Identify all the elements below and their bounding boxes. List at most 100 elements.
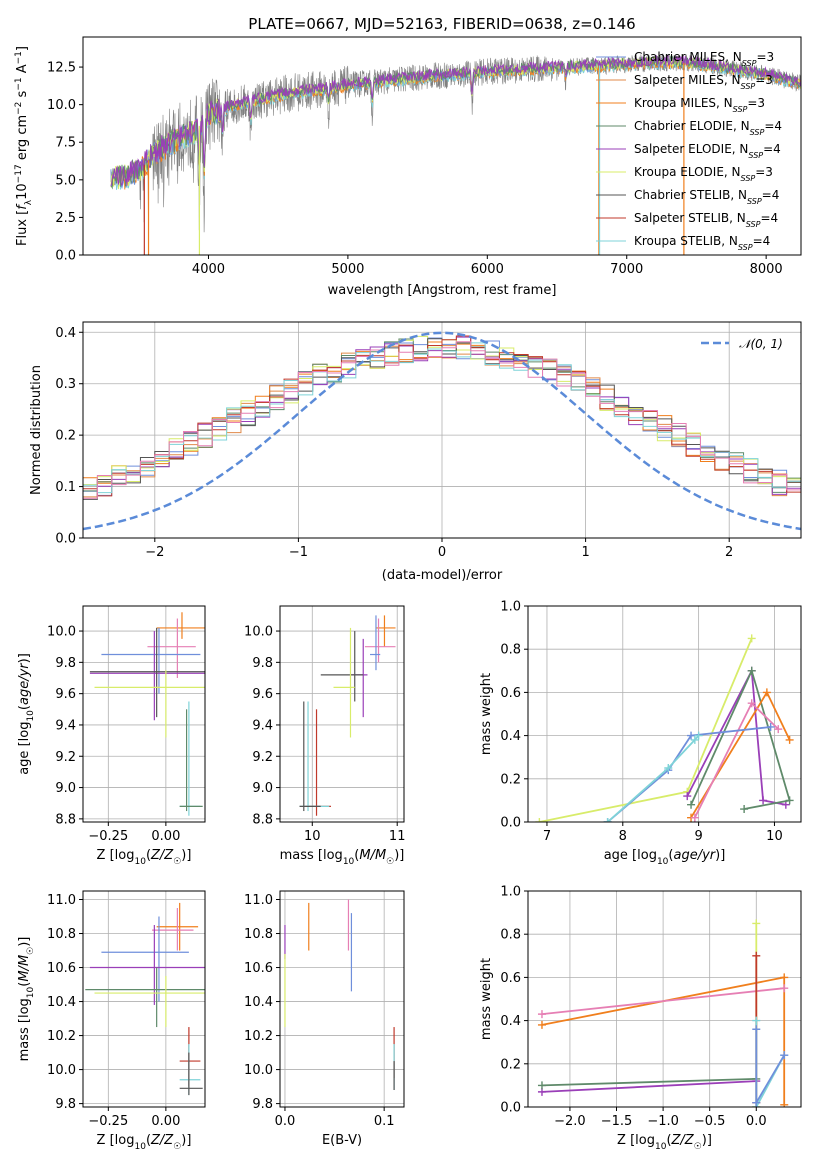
spectrum-legend-label: Chabrier MILES, NSSP=3 — [634, 50, 774, 68]
mass_vs_Z-xlabel-part: 10 — [134, 1142, 146, 1152]
mass_vs_Z-ytick-label: 10.4 — [47, 995, 76, 1010]
age_vs_mass-plot-area — [299, 615, 396, 816]
weight_vs_Z-xtick-label: −1.5 — [601, 1114, 633, 1129]
spectrum-legend-text: Kroupa STELIB, N — [634, 234, 738, 248]
age_vs_mass-ytick-label: 10.0 — [244, 625, 273, 640]
weight_vs_age-line-chabrier_elodie — [690, 668, 791, 810]
spectrum-legend-count: =4 — [763, 142, 781, 156]
weight_vs_age-ytick-label: 0.6 — [500, 686, 521, 701]
residuals-xtick-label: 1 — [581, 545, 589, 560]
spectrum-ylabel-part: Flux [ — [15, 210, 30, 246]
residuals-ytick-label: 0.2 — [55, 429, 76, 444]
residual-hist-chabrier_stelib — [83, 338, 801, 500]
mass_vs_ebv-xlabel: E(B-V) — [322, 1133, 362, 1148]
weight_vs_age-marker-chabrier_miles — [766, 722, 775, 731]
spectrum-legend-sub: SSP — [741, 82, 756, 91]
mass_vs_ebv-ytick-label: 10.6 — [244, 961, 273, 976]
age_vs_Z-ylabel: age [log10(age/yr)] — [17, 653, 36, 775]
spectrum-panel: 4000 5000 6000 7000 8000 0.0 2.5 5.0 7.5 10.0 12.5… — [14, 15, 802, 298]
weight_vs_age-ylabel: mass weight — [479, 673, 494, 755]
age_vs_mass-xlabel-part: M/M — [359, 848, 386, 863]
age_vs_Z-panel: −0.25 0.008.89.09.29.49.69.810.0Z [log10(… — [17, 605, 206, 867]
weight_vs_age-line-kroupa_elodie — [539, 638, 753, 822]
weight_vs_age-xtick-label: 10 — [766, 829, 783, 844]
mass_vs_Z-ylabel-part: ☉ — [26, 947, 36, 955]
residuals-ytick-label: 0.0 — [55, 532, 76, 547]
weight_vs_Z-line-chabrier_elodie — [541, 1078, 757, 1087]
spectrum-legend-count: =4 — [764, 119, 782, 133]
mass_vs_Z-xtick-label: −0.25 — [88, 1114, 128, 1129]
mass_vs_Z-ytick-label: 10.2 — [47, 1029, 76, 1044]
spectrum-legend-sub: SSP — [741, 174, 756, 183]
age_vs_Z-frame — [82, 605, 206, 823]
spectrum-legend-text: Salpeter MILES, N — [634, 73, 741, 87]
weight_vs_Z-marker-kroupa_miles — [780, 973, 789, 982]
spectrum-legend-sub: SSP — [742, 59, 757, 68]
weight_vs_Z-marker-pink — [537, 1010, 546, 1019]
mass_vs_Z-plot-area — [85, 902, 205, 1096]
age_vs_Z-ylabel-part: )] — [17, 653, 32, 663]
weight_vs_Z-ylabel: mass weight — [479, 958, 494, 1040]
weight_vs_Z-ytick-label: 1.0 — [500, 885, 521, 900]
weight_vs_Z-xtick-label: 0.0 — [746, 1114, 767, 1129]
spectrum-xtick-label: 5000 — [331, 262, 364, 277]
weight_vs_Z-marker-kroupa_stelib — [752, 1016, 761, 1025]
weight_vs_Z-xlabel-part: ( — [666, 1133, 671, 1148]
age_vs_mass-ytick-label: 9.4 — [252, 718, 273, 733]
weight_vs_age-marker-chabrier_elodie — [785, 796, 794, 805]
age_vs_Z-xlabel-part: Z [log — [97, 848, 135, 863]
spectrum-title: PLATE=0667, MJD=52163, FIBERID=0638, z=0… — [248, 15, 635, 33]
weight_vs_Z-ytick-label: 0.8 — [500, 928, 521, 943]
age_vs_Z-ytick-label: 9.8 — [55, 656, 76, 671]
age_vs_Z-plot-area — [89, 612, 205, 816]
weight_vs_age-marker-salpeter_elodie — [781, 800, 790, 809]
residuals-frame — [82, 321, 802, 539]
age_vs_Z-xtick-label: −0.25 — [88, 829, 128, 844]
residuals-legend-label: 𝒩(0, 1) — [739, 337, 783, 351]
spectrum-legend-count: =4 — [753, 234, 771, 248]
spectrum-ylabel: Flux [fλ10−17 erg cm−2 s−1 A−1] — [14, 46, 34, 246]
weight_vs_Z-marker-kroupa_elodie — [752, 919, 761, 928]
residual-hist-salpeter_stelib — [83, 335, 801, 497]
spectrum-legend-sub: SSP — [738, 243, 753, 252]
weight_vs_age-frame — [527, 605, 802, 823]
mass_vs_Z-ylabel-part: 10 — [26, 986, 36, 998]
age_vs_mass-ytick-label: 9.2 — [252, 750, 273, 765]
weight_vs_age-xtick-label: 9 — [694, 829, 702, 844]
spectrum-xtick-label: 4000 — [192, 262, 225, 277]
spectrum-frame — [82, 36, 802, 256]
age_vs_Z-ylabel-part: 10 — [26, 710, 36, 722]
mass_vs_ebv-ytick-label: 9.8 — [252, 1097, 273, 1112]
weight_vs_Z-xtick-label: −1.0 — [647, 1114, 679, 1129]
weight_vs_Z-marker-chabrier_miles — [780, 1051, 789, 1060]
weight_vs_age-marker-pink — [774, 725, 783, 734]
residuals-panel: −2 −1 0 1 2 0.0 0.1 0.2 0.3 0.4 (data-model)/error… — [29, 321, 802, 583]
weight_vs_Z-xlabel-part: Z [log — [617, 1133, 655, 1148]
spectrum-legend-label: Kroupa ELODIE, NSSP=3 — [634, 165, 773, 183]
spectrum-legend-text: Kroupa MILES, N — [634, 96, 733, 110]
mass_vs_ebv-ytick-label: 10.4 — [244, 995, 273, 1010]
spectrum-ylabel-part: −1 — [14, 77, 24, 90]
residuals-plot-area — [83, 331, 801, 531]
mass_vs_ebv-xlabel-part: E(B-V) — [322, 1133, 362, 1148]
mass_vs_Z-ylabel-part: M/M — [17, 955, 32, 982]
spectrum-legend-label: Salpeter STELIB, NSSP=4 — [634, 211, 778, 229]
weight_vs_Z-line-chabrier_miles — [755, 1029, 785, 1107]
spectrum-legend-text: Salpeter STELIB, N — [634, 211, 746, 225]
weight_vs_age-plot-area — [535, 634, 794, 822]
weight_vs_Z-xtick-label: −0.5 — [694, 1114, 726, 1129]
weight_vs_age-marker-chabrier_miles — [687, 731, 696, 740]
spectrum-ylabel-part: A — [15, 64, 30, 77]
spectrum-legend-count: =4 — [762, 188, 780, 202]
weight_vs_age-marker-pink — [747, 699, 756, 708]
spectrum-ytick-label: 12.5 — [47, 61, 76, 76]
age_vs_Z-ylabel-part: ( — [17, 705, 32, 710]
weight_vs_Z-ytick-label: 0.2 — [500, 1057, 521, 1072]
spectrum-legend-count: =3 — [755, 165, 773, 179]
age_vs_mass-ytick-label: 9.0 — [252, 781, 273, 796]
mass_vs_Z-ylabel: mass [log10(M/M☉)] — [17, 937, 36, 1062]
weight_vs_Z-ytick-label: 0.0 — [500, 1101, 521, 1116]
